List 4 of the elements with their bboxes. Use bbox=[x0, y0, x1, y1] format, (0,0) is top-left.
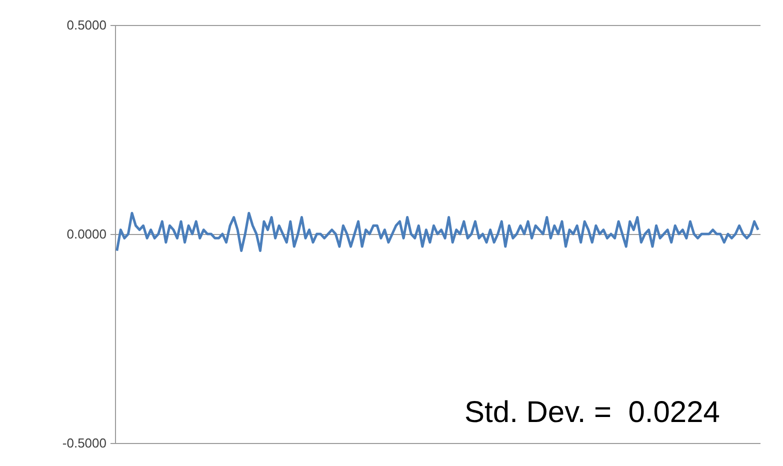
y-tick-label: 0.5000 bbox=[66, 18, 106, 32]
y-tick-label: -0.5000 bbox=[62, 436, 106, 450]
y-tick-label: 0.0000 bbox=[66, 226, 106, 242]
annotation: Std. Dev. = 0.0224 bbox=[464, 396, 720, 429]
